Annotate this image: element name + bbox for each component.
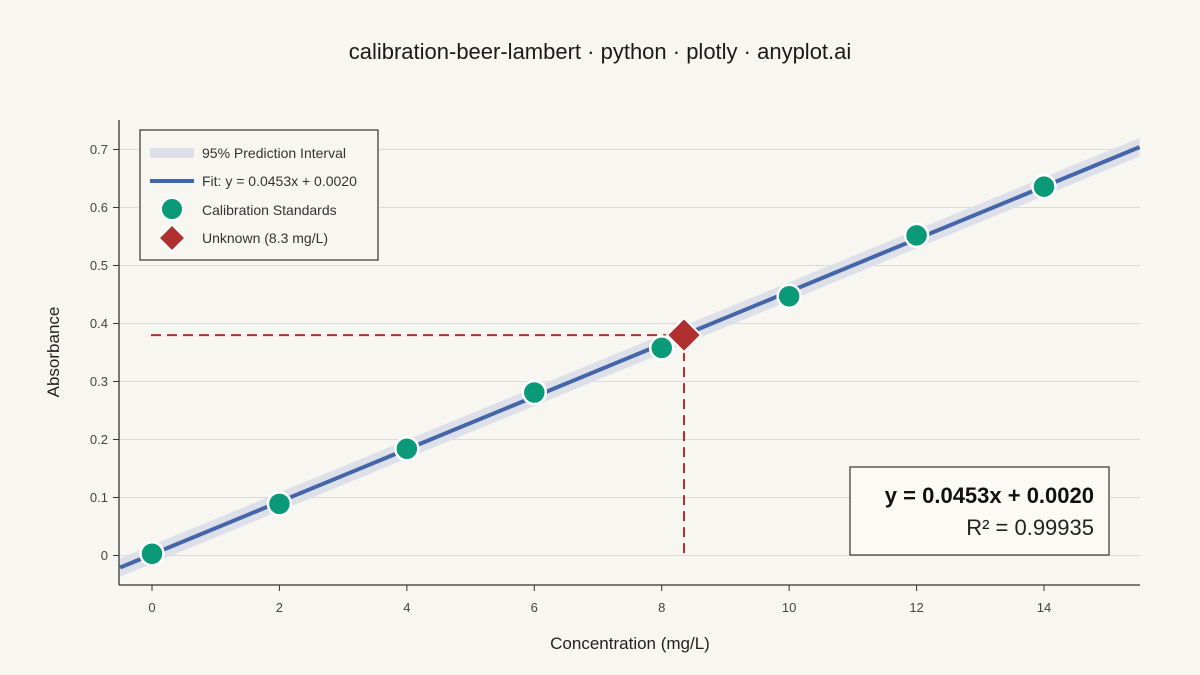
unknown-marker-layer [665, 316, 703, 354]
x-tick-label-6: 12 [909, 600, 923, 615]
unknown-guide-lines [151, 334, 686, 556]
legend-swatch-unknown [157, 223, 187, 253]
calibration-point-6 [903, 222, 930, 249]
x-tick-label-5: 10 [782, 600, 796, 615]
calibration-point-0 [139, 541, 165, 567]
y-tick-label-2: 0.2 [90, 432, 108, 447]
y-tick-label-3: 0.3 [90, 374, 108, 389]
y-tick-label-1: 0.1 [90, 490, 108, 505]
legend-label-unknown: Unknown (8.3 mg/L) [202, 230, 328, 246]
axes [118, 120, 1140, 586]
y-tick-label-7: 0.7 [90, 142, 108, 157]
chart-title: calibration-beer-lambert · python · plot… [349, 39, 852, 64]
legend-label-band: 95% Prediction Interval [202, 145, 346, 161]
legend: 95% Prediction Interval Fit: y = 0.0453x… [139, 129, 379, 261]
legend-swatch-standards [160, 197, 184, 221]
calibration-point-3 [521, 379, 548, 406]
r-squared-text: R² = 0.99935 [966, 515, 1094, 540]
x-tick-label-1: 2 [276, 600, 283, 615]
x-axis-ticks: 0 2 4 6 8 10 12 14 [148, 585, 1051, 615]
legend-label-standards: Calibration Standards [202, 202, 337, 218]
legend-swatch-band [150, 148, 194, 158]
x-tick-label-0: 0 [148, 600, 155, 615]
equation-box: y = 0.0453x + 0.0020 R² = 0.99935 [849, 466, 1110, 556]
calibration-point-7 [1031, 173, 1057, 200]
x-tick-label-7: 14 [1037, 600, 1051, 615]
y-tick-label-0: 0 [101, 548, 108, 563]
y-axis-ticks: 0 0.1 0.2 0.3 0.4 0.5 0.6 0.7 [90, 142, 119, 563]
unknown-point [665, 316, 703, 354]
calibration-point-5 [776, 283, 802, 309]
legend-label-fit: Fit: y = 0.0453x + 0.0020 [202, 173, 357, 189]
equation-box-frame [849, 466, 1110, 556]
calibration-points [139, 173, 1057, 567]
calibration-point-1 [266, 491, 293, 517]
y-tick-label-4: 0.4 [90, 316, 108, 331]
calibration-point-2 [394, 436, 420, 462]
y-axis-title: Absorbance [44, 307, 63, 398]
y-tick-label-6: 0.6 [90, 200, 108, 215]
y-tick-label-5: 0.5 [90, 258, 108, 273]
x-axis-title: Concentration (mg/L) [550, 634, 710, 653]
calibration-point-4 [648, 335, 675, 361]
equation-text: y = 0.0453x + 0.0020 [885, 483, 1094, 508]
x-tick-label-2: 4 [403, 600, 410, 615]
x-tick-label-4: 8 [658, 600, 665, 615]
x-tick-label-3: 6 [531, 600, 538, 615]
